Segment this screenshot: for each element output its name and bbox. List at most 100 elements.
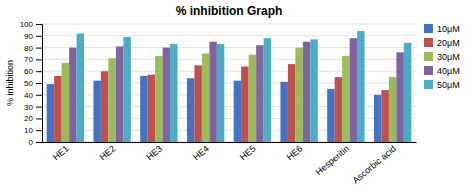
tick-label: 10 — [24, 126, 33, 135]
tick: HE4 — [191, 143, 211, 162]
tick-label: HE6 — [285, 143, 305, 162]
tick-label: 50 — [24, 79, 33, 88]
tick-label: 60 — [24, 67, 33, 76]
bar — [47, 84, 54, 142]
legend-label: 50μM — [437, 80, 460, 90]
tick: Ascorbic acid — [350, 143, 397, 185]
bar — [187, 78, 194, 142]
tick-label: HE2 — [98, 143, 118, 162]
bar — [396, 52, 403, 142]
legend-swatch — [424, 66, 433, 75]
tick-mark — [36, 83, 42, 84]
bar — [389, 77, 396, 142]
legend-item: 20μM — [424, 38, 460, 48]
legend-label: 40μM — [437, 66, 460, 76]
tick: HE2 — [98, 143, 118, 162]
bar — [155, 56, 162, 142]
tick-label: HE3 — [144, 143, 164, 162]
bar — [280, 82, 287, 142]
bar — [303, 42, 310, 142]
tick-label: 90 — [24, 32, 33, 41]
bar — [264, 38, 271, 142]
legend-item: 30μM — [424, 52, 460, 62]
tick-mark — [36, 118, 42, 119]
tick-label: HE4 — [191, 143, 211, 162]
tick: 40 — [24, 91, 42, 100]
tick: HE3 — [144, 143, 164, 162]
tick: 90 — [24, 32, 42, 41]
bar — [93, 81, 100, 142]
tick-label: 30 — [24, 103, 33, 112]
bar — [217, 44, 224, 142]
legend-swatch — [424, 52, 433, 61]
bar — [350, 38, 357, 142]
chart: 0 10 20 30 40 50 60 70 80 90 100 HE1 HE2 HE3 HE4 HE5 HE6… — [0, 0, 474, 192]
tick-label: 70 — [24, 55, 33, 64]
tick-mark — [36, 71, 42, 72]
bar — [101, 71, 108, 142]
tick: 30 — [24, 103, 42, 112]
tick-label: Ascorbic acid — [350, 143, 397, 185]
bar-series — [62, 48, 397, 142]
tick-label: 40 — [24, 91, 33, 100]
legend-item: 40μM — [424, 66, 460, 76]
plot: 0 10 20 30 40 50 60 70 80 90 100 HE1 HE2 HE3 HE4 HE5 HE6… — [20, 20, 417, 185]
bar — [123, 37, 130, 142]
bar — [234, 81, 241, 142]
tick: 80 — [24, 44, 42, 53]
tick: HE6 — [285, 143, 305, 162]
tick: 50 — [24, 79, 42, 88]
bar — [310, 39, 317, 142]
tick: 100 — [20, 20, 42, 29]
tick: 20 — [24, 114, 42, 123]
bar — [69, 48, 76, 142]
tick: HE1 — [51, 143, 71, 162]
legend: 10μM 20μM 30μM 40μM 50μM — [424, 24, 460, 90]
bar — [202, 54, 209, 143]
bar — [116, 46, 123, 142]
tick-mark — [36, 95, 42, 96]
tick-label: 20 — [24, 114, 33, 123]
bar — [148, 75, 155, 142]
tick-label: 100 — [20, 20, 34, 29]
tick-mark — [36, 130, 42, 131]
tick-label: HE1 — [51, 143, 71, 162]
bar — [335, 77, 342, 142]
tick-label: 0 — [29, 138, 34, 147]
bar — [170, 44, 177, 142]
bar — [163, 48, 170, 142]
grid-line — [42, 24, 416, 25]
bar — [194, 65, 201, 142]
y-axis: 0 10 20 30 40 50 60 70 80 90 100 — [20, 20, 43, 147]
bar — [62, 63, 69, 142]
tick-mark — [36, 107, 42, 108]
tick-label: HE5 — [238, 143, 258, 162]
title: % inhibition Graph — [176, 4, 283, 18]
legend-item: 50μM — [424, 80, 460, 90]
x-axis: HE1 HE2 HE3 HE4 HE5 HE6 HesperitinAscorbic aci… — [43, 143, 417, 186]
grid — [42, 24, 416, 142]
legend-item: 10μM — [424, 24, 460, 34]
tick-mark — [36, 142, 42, 143]
bar — [77, 33, 84, 142]
bar — [140, 76, 147, 142]
legend-label: 20μM — [437, 38, 460, 48]
bar — [249, 55, 256, 142]
legend-swatch — [424, 38, 433, 47]
bar — [256, 45, 263, 142]
legend-swatch — [424, 24, 433, 33]
bar — [357, 31, 364, 142]
tick: 70 — [24, 55, 42, 64]
tick: Hesperitin — [314, 143, 351, 177]
bar — [327, 89, 334, 142]
bar — [295, 48, 302, 142]
y-label: % inhibition — [5, 60, 15, 106]
bar — [381, 90, 388, 142]
bar-series — [69, 38, 404, 142]
tick: 0 — [29, 138, 42, 147]
tick-label: 80 — [24, 44, 33, 53]
bar — [404, 43, 411, 142]
bar — [54, 76, 61, 142]
bar — [342, 56, 349, 142]
tick-mark — [36, 59, 42, 60]
